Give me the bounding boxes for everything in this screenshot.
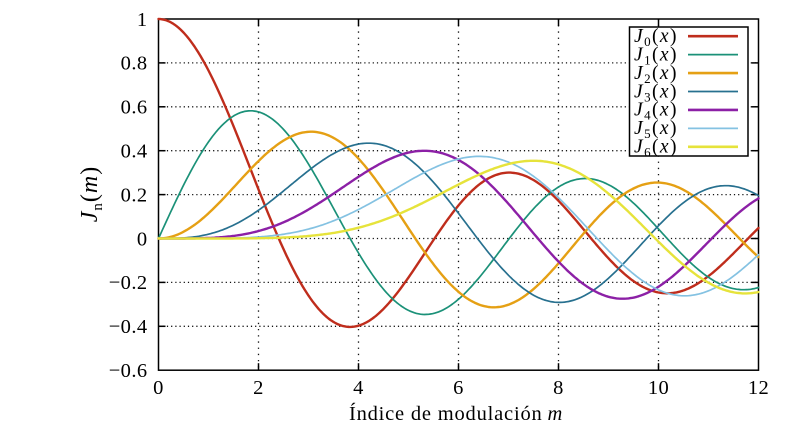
svg-text:−0.4: −0.4 xyxy=(109,316,148,338)
svg-text:0.4: 0.4 xyxy=(121,141,148,163)
svg-text:4: 4 xyxy=(353,377,364,399)
svg-text:0: 0 xyxy=(137,228,148,250)
svg-text:J2(x): J2(x) xyxy=(634,63,678,86)
svg-text:10: 10 xyxy=(648,377,669,399)
svg-text:2: 2 xyxy=(253,377,264,399)
svg-text:0: 0 xyxy=(153,377,164,399)
svg-text:Índice de modulación m: Índice de modulación m xyxy=(349,402,563,425)
svg-text:J3(x): J3(x) xyxy=(634,81,678,104)
svg-text:Jn(m): Jn(m) xyxy=(77,166,106,223)
svg-text:1: 1 xyxy=(137,9,148,31)
svg-text:0.6: 0.6 xyxy=(121,97,148,119)
svg-text:8: 8 xyxy=(553,377,564,399)
svg-text:J5(x): J5(x) xyxy=(634,118,678,141)
svg-text:J1(x): J1(x) xyxy=(634,44,678,67)
svg-text:12: 12 xyxy=(748,377,769,399)
svg-text:−0.6: −0.6 xyxy=(109,360,148,382)
svg-text:0.2: 0.2 xyxy=(121,184,148,206)
svg-text:J4(x): J4(x) xyxy=(634,100,678,123)
svg-text:6: 6 xyxy=(453,377,464,399)
svg-text:−0.2: −0.2 xyxy=(109,272,148,294)
svg-text:0.8: 0.8 xyxy=(121,53,148,75)
svg-text:J0(x): J0(x) xyxy=(634,26,678,49)
svg-text:J6(x): J6(x) xyxy=(634,137,678,160)
